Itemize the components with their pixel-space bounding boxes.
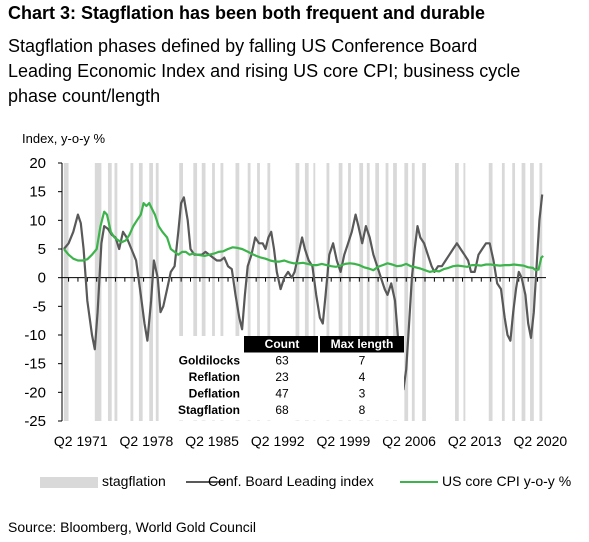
phase-table-maxlength: 7 [359, 354, 366, 368]
stagflation-band-35 [512, 163, 516, 421]
phase-table-row-label: Stagflation [178, 403, 240, 417]
series-lines [63, 194, 544, 391]
y-axis-label: Index, y-o-y % [22, 131, 106, 146]
stagflation-band-17 [295, 163, 300, 421]
phase-table-header-count-cell [244, 336, 318, 353]
x-tick-label: Q2 1999 [317, 433, 371, 449]
stagflation-band-30 [422, 163, 426, 421]
chart-title: Chart 3: Stagflation has been both frequ… [8, 3, 486, 23]
legend-swatch-core-cpi [400, 481, 438, 483]
phase-table-maxlength: 8 [359, 403, 366, 417]
chart-plot: 20 15 10 5 0 -5 -10 -15 -20 -25 Q2 1971 Q2 1978 Q2 1… [24, 155, 567, 449]
y-tick-label: 0 [38, 270, 46, 287]
phase-table-row-label: Reflation [189, 370, 240, 384]
stagflation-band-12 [220, 163, 224, 421]
stagflation-band-11 [212, 163, 215, 421]
chart-subtitle-line-1: Stagflation phases defined by falling US… [8, 36, 478, 56]
phase-table-count: 68 [275, 403, 289, 417]
y-tick-label: -10 [24, 327, 46, 344]
stagflation-band-32 [463, 163, 466, 421]
y-tick-label: -5 [33, 298, 46, 315]
stagflation-band-4 [130, 163, 134, 421]
stagflation-band-3 [114, 163, 118, 421]
legend-item-leading-index: Conf. Board Leading index [186, 472, 406, 492]
stagflation-band-7 [155, 163, 159, 421]
phase-table-header-count: Count [265, 337, 300, 351]
legend-item-stagflation: stagflation [40, 472, 166, 492]
phase-table-header-maxlength-cell [320, 336, 404, 353]
series-line-leading-index [63, 194, 544, 391]
stagflation-band-27 [393, 163, 397, 421]
stagflation-band-37 [530, 163, 534, 421]
stagflation-band-10 [201, 163, 206, 421]
y-tick-label: 10 [29, 212, 46, 229]
stagflation-band-33 [488, 163, 493, 421]
phase-table-header-maxlength: Max length [331, 337, 394, 351]
chart-subtitle-line-3: phase count/length [8, 86, 161, 106]
stagflation-band-38 [539, 163, 543, 421]
stagflation-band-18 [304, 163, 309, 421]
stagflation-band-24 [366, 163, 370, 421]
stagflation-band-13 [235, 163, 240, 421]
y-tick-label: 15 [29, 184, 46, 201]
stagflation-band-14 [247, 163, 251, 421]
y-tick-label: -15 [24, 356, 46, 373]
y-tick-label: -25 [24, 413, 46, 430]
stagflation-band-15 [257, 163, 260, 421]
legend-item-core-cpi: US core CPI y-o-y % [400, 472, 589, 492]
stagflation-band-2 [107, 163, 112, 421]
source-note: Source: Bloomberg, World Gold Council [8, 519, 256, 535]
legend-swatch-leading-index [186, 481, 224, 483]
phase-table-row-label: Goldilocks [179, 354, 241, 368]
legend-label-leading-index: Conf. Board Leading index [208, 473, 374, 489]
phase-table-maxlength: 4 [359, 370, 366, 384]
stagflation-band-21 [338, 163, 343, 421]
stagflation-band-23 [359, 163, 364, 421]
stagflation-band-25 [375, 163, 380, 421]
x-tick-label: Q2 2006 [382, 433, 436, 449]
chart-axes: 20 15 10 5 0 -5 -10 -15 -20 -25 Q2 1971 Q2 1978 Q2 1… [24, 155, 567, 449]
stagflation-band-29 [411, 163, 415, 421]
stagflation-band-36 [521, 163, 526, 421]
y-tick-label: -20 [24, 384, 46, 401]
x-tick-label: Q2 1971 [54, 433, 108, 449]
phase-table-maxlength: 3 [359, 387, 366, 401]
x-tick-label: Q2 1992 [251, 433, 305, 449]
x-tick-label: Q2 2013 [448, 433, 502, 449]
phase-table-count: 23 [275, 370, 289, 384]
stagflation-band-8 [179, 163, 183, 421]
stagflation-band-22 [348, 163, 351, 421]
stagflation-band-19 [313, 163, 316, 421]
legend-swatch-stagflation [40, 477, 98, 488]
y-tick-label: 20 [29, 155, 46, 172]
x-tick-label: Q2 2020 [514, 433, 568, 449]
phase-table: Count Max length Goldilocks 63 7 Reflation 23 4… [172, 336, 404, 421]
chart-subtitle-line-2: Leading Economic Index and rising US cor… [8, 61, 521, 81]
x-tick-label: Q2 1985 [185, 433, 239, 449]
y-tick-label: 5 [38, 241, 46, 258]
stagflation-band-20 [326, 163, 330, 421]
stagflation-band-31 [455, 163, 459, 421]
phase-table-count: 63 [275, 354, 289, 368]
phase-table-count: 47 [275, 387, 289, 401]
series-line-core-cpi [63, 202, 544, 273]
x-tick-label: Q2 1978 [120, 433, 174, 449]
stagflation-band-16 [267, 163, 271, 421]
phase-table-row-label: Deflation [189, 387, 240, 401]
stagflation-band-28 [404, 163, 409, 421]
legend-label-core-cpi: US core CPI y-o-y % [442, 473, 572, 489]
stagflation-band-0 [63, 163, 69, 421]
legend-label-stagflation: stagflation [102, 473, 166, 489]
stagflation-band-34 [501, 163, 505, 421]
legend: stagflation Conf. Board Leading index US… [40, 472, 588, 492]
stagflation-band-9 [193, 163, 198, 421]
